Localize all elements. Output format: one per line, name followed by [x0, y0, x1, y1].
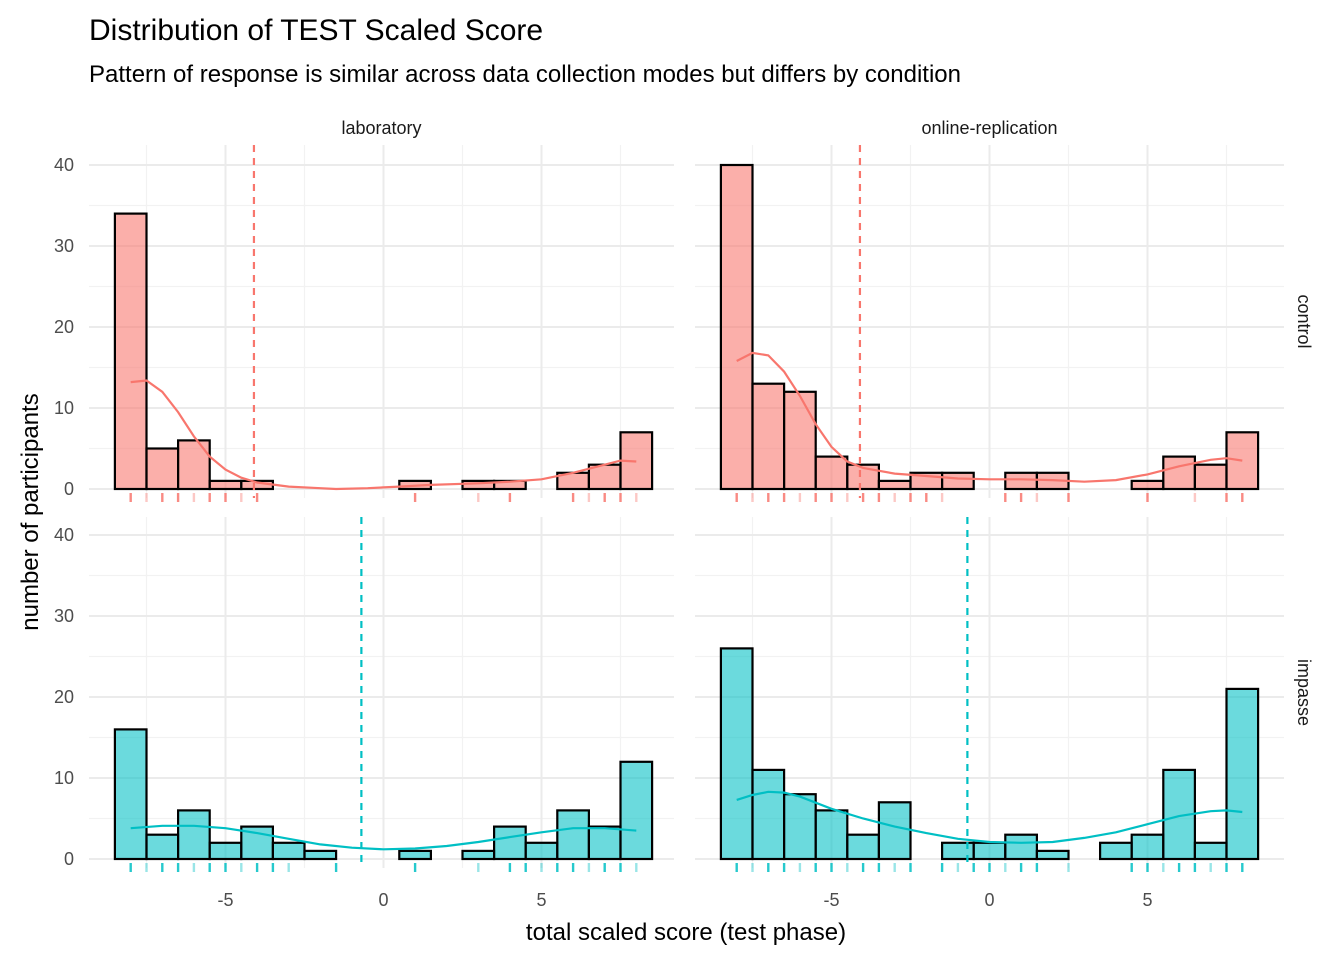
row-strip-label: control — [1294, 294, 1314, 348]
histogram-bar — [587, 825, 622, 861]
histogram-bar — [940, 841, 975, 861]
density-curve — [130, 379, 637, 491]
y-tick-label: 30 — [54, 606, 74, 626]
column-strip-label: online-replication — [921, 118, 1057, 138]
x-tick-label: 5 — [1142, 890, 1152, 910]
histogram-bar — [208, 841, 243, 861]
y-tick-label: 40 — [54, 525, 74, 545]
histogram-bar — [619, 760, 654, 861]
histogram-bar — [145, 447, 180, 491]
histogram-bar — [556, 809, 590, 861]
y-tick-label: 20 — [54, 317, 74, 337]
panel-control-online-replication — [719, 145, 1260, 502]
histogram-bar — [303, 849, 338, 861]
panel-control-laboratory — [113, 145, 654, 502]
x-axis-title: total scaled score (test phase) — [526, 919, 846, 946]
x-tick-label: 0 — [984, 890, 994, 910]
histogram-bar — [1162, 455, 1197, 491]
histogram-bar — [877, 479, 912, 491]
histogram-bar — [113, 728, 148, 861]
histogram-bar — [814, 455, 849, 491]
panel-grid — [89, 145, 674, 498]
column-strip-label: laboratory — [341, 118, 421, 138]
histogram-bar — [1098, 841, 1133, 861]
histogram-bar — [1130, 479, 1165, 491]
x-tick-label: 5 — [536, 890, 546, 910]
row-strip-label: impasse — [1294, 659, 1314, 726]
histogram-bar — [751, 768, 786, 861]
histogram-bar — [398, 849, 432, 861]
histogram-bar — [782, 793, 817, 861]
histogram-bar — [1225, 687, 1260, 861]
histogram-bar — [846, 833, 880, 861]
y-tick-label: 10 — [54, 768, 74, 788]
y-axis-title: number of participants — [17, 393, 44, 630]
y-tick-label: 0 — [64, 479, 74, 499]
x-tick-label: -5 — [823, 890, 839, 910]
panel-impasse-online-replication — [719, 517, 1260, 872]
histogram-bar — [113, 212, 148, 491]
histogram-bar — [145, 833, 180, 861]
histogram-bar — [1035, 849, 1070, 861]
x-tick-label: 0 — [378, 890, 388, 910]
histogram-bar — [814, 809, 849, 861]
histogram-bar — [177, 809, 211, 861]
density-curve — [736, 351, 1243, 483]
y-tick-label: 0 — [64, 849, 74, 869]
histogram-bar — [1193, 841, 1228, 861]
panel-grid — [695, 145, 1284, 498]
histogram-bar — [1004, 471, 1038, 491]
histogram-bar — [719, 647, 754, 861]
histogram-bar — [177, 439, 211, 491]
histogram-bar — [1193, 463, 1228, 491]
histogram-bar — [524, 841, 559, 861]
histogram-bar — [782, 390, 817, 491]
histogram-bar — [493, 825, 527, 861]
histogram-bar — [877, 801, 912, 861]
x-tick-label: -5 — [217, 890, 233, 910]
y-tick-label: 30 — [54, 236, 74, 256]
histogram-bar — [940, 471, 975, 491]
density-curve — [736, 790, 1243, 844]
density-curve — [130, 824, 637, 851]
panels-layer: laboratory online-replication control impas… — [54, 118, 1314, 910]
histogram-bar — [271, 841, 306, 861]
y-tick-label: 10 — [54, 398, 74, 418]
histogram-bar — [1162, 768, 1197, 861]
panel-grid — [89, 517, 674, 868]
histogram-bar — [1004, 833, 1038, 861]
histogram-bar — [751, 382, 786, 491]
histogram-bar — [1225, 431, 1260, 491]
y-tick-label: 40 — [54, 155, 74, 175]
histogram-bar — [208, 479, 243, 491]
histogram-bar — [972, 841, 1007, 861]
histogram-bar — [461, 849, 496, 861]
y-tick-label: 20 — [54, 687, 74, 707]
histogram-bar — [719, 163, 754, 491]
panel-impasse-laboratory — [113, 517, 654, 872]
chart-subtitle: Pattern of response is similar across da… — [89, 61, 961, 88]
chart-title: Distribution of TEST Scaled Score — [89, 14, 543, 47]
histogram-bar — [1130, 833, 1165, 861]
